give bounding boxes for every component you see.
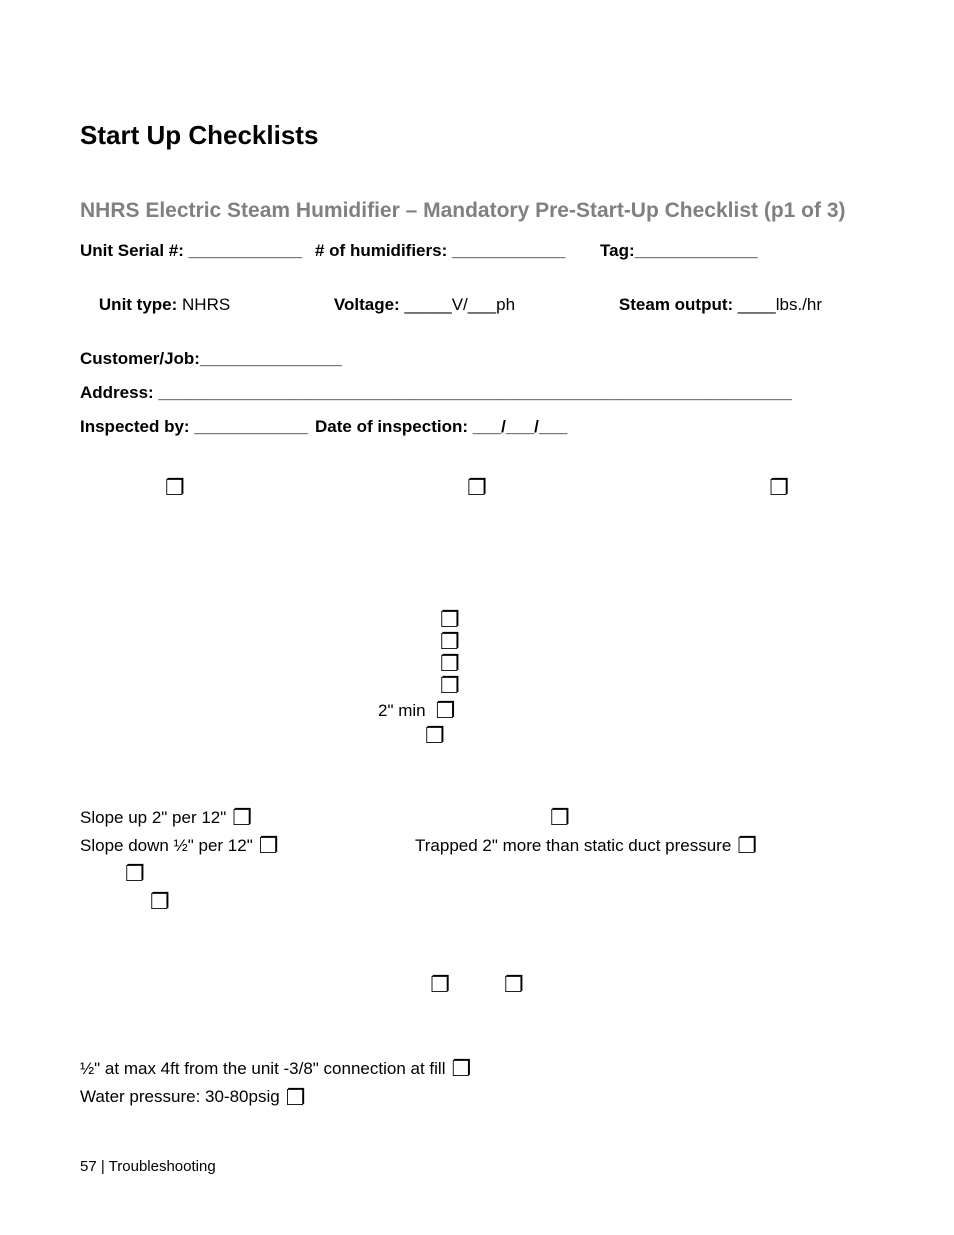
info-row-1: Unit Serial #: ____________ # of humidif… [80,241,874,261]
bottom-lines: ½" at max 4ft from the unit -3/8" connec… [80,1056,874,1111]
vert-check-3[interactable]: ❐ [440,653,460,675]
unit-type-value: NHRS [182,295,230,314]
page-title: Start Up Checklists [80,120,874,151]
subtitle: NHRS Electric Steam Humidifier – Mandato… [80,199,874,223]
checkbox-row-3col: ❐ ❐ ❐ [80,477,874,499]
vert-check-5[interactable]: ❐ [436,700,456,722]
checkbox-col3[interactable]: ❐ [769,477,789,499]
right-top-check[interactable]: ❐ [550,807,570,829]
checkbox-col1[interactable]: ❐ [165,477,185,499]
vertical-check-column: ❐ ❐ ❐ ❐ 2" min❐ ❐ [440,609,874,747]
inspection-row: Inspected by: ____________ Date of inspe… [80,417,874,437]
steam-value: ____lbs./hr [738,295,822,314]
page-number: 57 [80,1158,97,1175]
indent-check-2[interactable]: ❐ [150,891,170,913]
fill-connection-check[interactable]: ❐ [451,1058,471,1080]
water-pressure-check[interactable]: ❐ [286,1087,306,1109]
checkbox-col2[interactable]: ❐ [467,477,487,499]
slope-up-label: Slope up 2" per 12" [80,808,226,828]
steam-output: Steam output: ____lbs./hr [600,275,874,335]
voltage-value: _____V/___ph [404,295,515,314]
vert-check-1[interactable]: ❐ [440,609,460,631]
footer-section: Troubleshooting [109,1158,216,1175]
vert-check-2[interactable]: ❐ [440,631,460,653]
min-label: 2" min [378,697,426,725]
slope-down-check[interactable]: ❐ [259,835,279,857]
inspected-by-label: Inspected by: ____________ [80,417,315,437]
slope-up-check[interactable]: ❐ [232,807,252,829]
yes-no-row: ❐ ❐ [80,974,874,996]
tag-label: Tag:_____________ [600,241,874,261]
pair-right: ❐ Trapped 2" more than static duct press… [400,807,874,919]
unit-type: Unit type: NHRS [80,275,315,335]
unit-type-label: Unit type: [99,295,182,314]
voltage-label: Voltage: [334,295,405,314]
inspection-date-label: Date of inspection: ___/___/___ [315,417,600,437]
indent-check-1[interactable]: ❐ [125,863,145,885]
yn-check-1[interactable]: ❐ [430,974,450,996]
vert-check-4[interactable]: ❐ [440,675,460,697]
page-footer: 57 | Troubleshooting [80,1158,216,1175]
yn-check-2[interactable]: ❐ [504,974,524,996]
slope-down-label: Slope down ½" per 12" [80,836,253,856]
customer-job-label: Customer/Job:_______________ [80,349,874,369]
trapped-check[interactable]: ❐ [737,835,757,857]
vert-check-6[interactable]: ❐ [425,725,445,747]
unit-serial-label: Unit Serial #: ____________ [80,241,315,261]
address-label: Address: _______________________________… [80,383,874,403]
pair-row: Slope up 2" per 12" ❐ Slope down ½" per 1… [80,807,874,919]
pair-left: Slope up 2" per 12" ❐ Slope down ½" per 1… [80,807,400,919]
num-humidifiers-label: # of humidifiers: ____________ [315,241,600,261]
steam-label: Steam output: [619,295,738,314]
trapped-label: Trapped 2" more than static duct pressur… [415,836,731,856]
info-row-2: Unit type: NHRS Voltage: _____V/___ph St… [80,275,874,335]
water-pressure-label: Water pressure: 30-80psig [80,1084,280,1110]
voltage: Voltage: _____V/___ph [315,275,600,335]
fill-connection-label: ½" at max 4ft from the unit -3/8" connec… [80,1056,445,1082]
